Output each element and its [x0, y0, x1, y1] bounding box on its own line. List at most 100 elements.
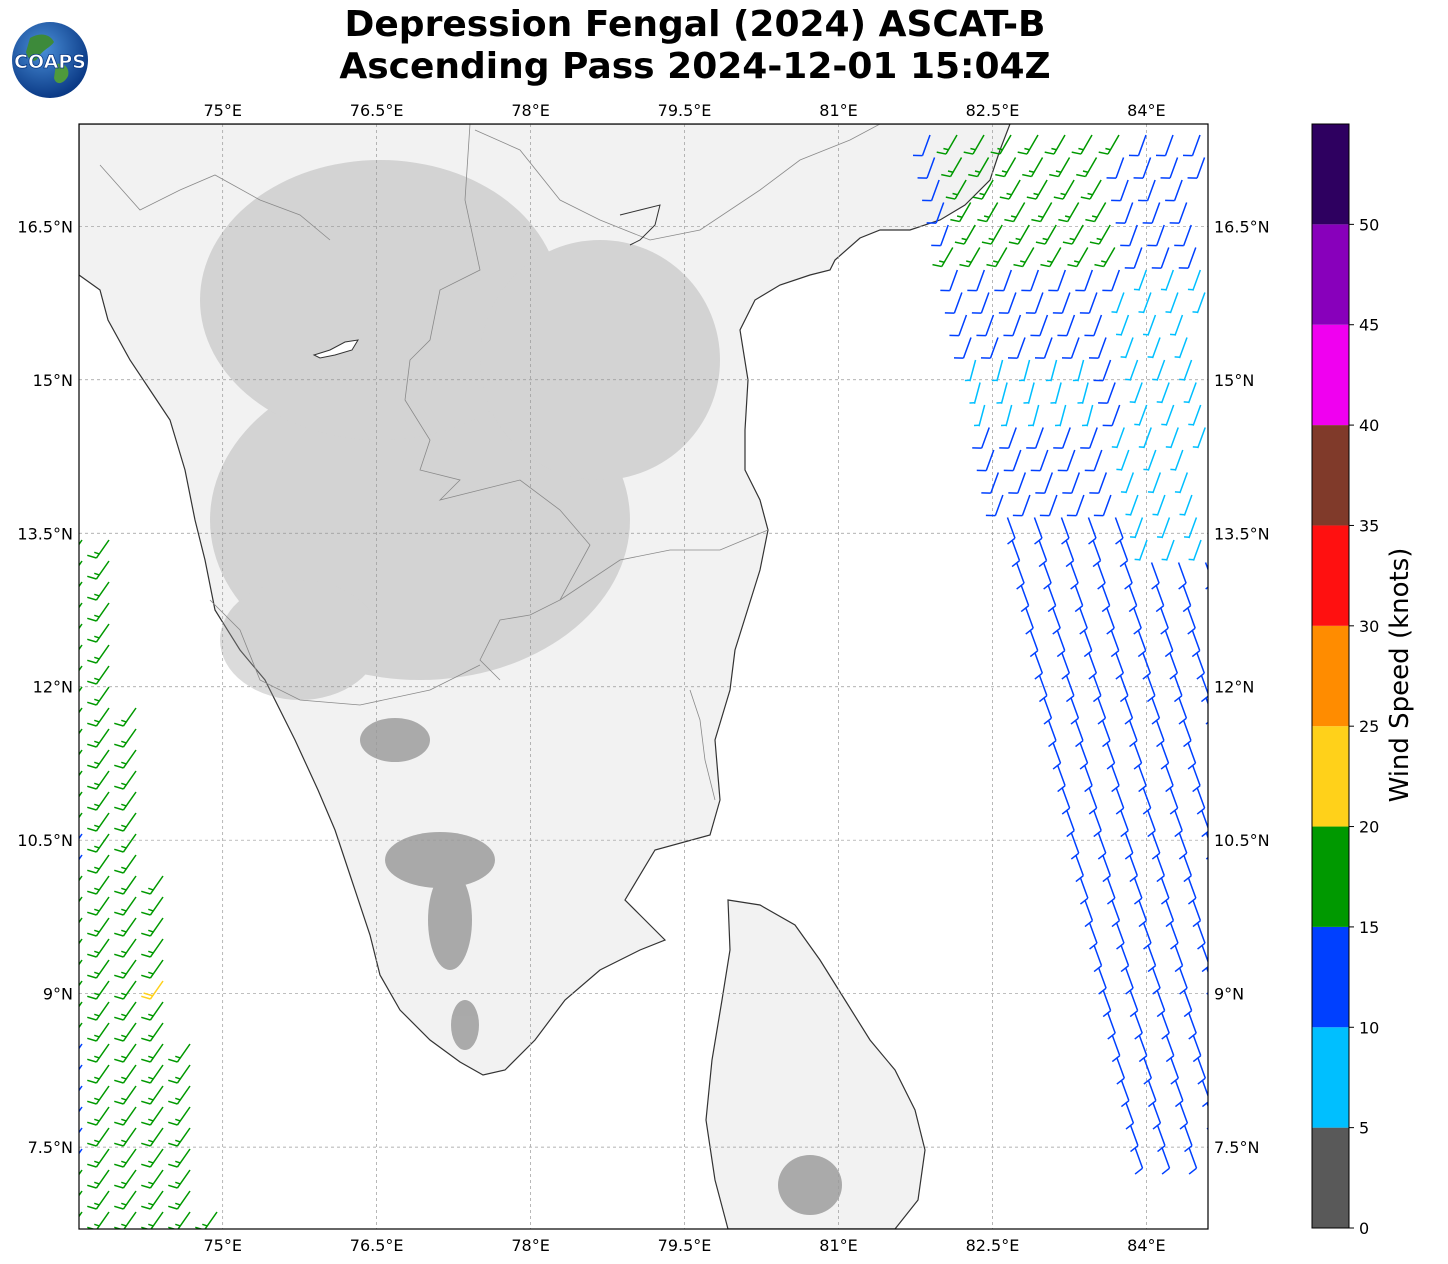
west-barb-77 [79, 1064, 83, 1071]
east-barb-155 [1066, 494, 1085, 517]
east-barb-235 [1133, 742, 1143, 770]
west-barb-73 [87, 1043, 110, 1063]
east-barb-199 [1056, 629, 1066, 658]
east-barb-99 [1174, 337, 1188, 359]
east-barb-123 [1102, 404, 1121, 427]
east-barb-5 [1044, 134, 1066, 155]
east-barb-109 [969, 382, 981, 404]
west-barb-44 [79, 896, 83, 903]
east-barb-280 [1169, 922, 1179, 950]
east-barb-26 [1026, 179, 1048, 200]
east-barb-234 [1106, 742, 1116, 770]
east-barb-133 [1138, 427, 1152, 449]
east-barb-95 [1061, 337, 1080, 359]
east-barb-302 [1165, 1034, 1175, 1063]
east-barb-268 [1106, 877, 1116, 905]
east-barb-248 [1169, 787, 1179, 815]
lon-tick-labels-top: 75°E 76.5°E 78°E 79.5°E 81°E 82.5°E 84°E [203, 101, 1165, 120]
west-barb-105 [141, 1169, 164, 1189]
east-barb-305 [1143, 1057, 1153, 1085]
east-barb-110 [996, 382, 1008, 404]
east-barb-14 [995, 157, 1017, 178]
east-barb-93 [1007, 337, 1026, 359]
east-barb-132 [1111, 427, 1125, 449]
east-barb-281 [1196, 922, 1206, 950]
east-barb-244 [1061, 787, 1071, 815]
east-barb-49 [1120, 224, 1138, 247]
east-barb-286 [1201, 944, 1208, 973]
west-barb-78 [87, 1064, 110, 1084]
east-barb-180 [1123, 562, 1133, 590]
west-barb-34 [79, 833, 83, 840]
east-barb-187 [1101, 584, 1111, 613]
lat-tick-left-5: 9°N [43, 985, 73, 1004]
west-barb-0 [79, 539, 83, 546]
west-barb-46 [114, 896, 137, 916]
colorbar-bin-8 [1312, 324, 1349, 426]
west-barb-91 [168, 1106, 191, 1126]
east-barb-66 [1048, 269, 1067, 292]
east-barb-208 [1115, 652, 1125, 680]
east-barb-144 [981, 472, 1000, 494]
west-barb-97 [79, 1148, 83, 1155]
east-barb-70 [1160, 269, 1175, 291]
east-barb-1 [936, 134, 958, 155]
colorbar-bin-7 [1312, 425, 1349, 526]
east-barb-137 [1003, 449, 1022, 472]
east-barb-111 [1023, 382, 1035, 404]
east-barb-37 [1058, 202, 1080, 223]
east-barb-276 [1192, 899, 1202, 928]
west-barb-93 [87, 1127, 110, 1147]
east-barb-102 [1018, 359, 1031, 382]
east-barb-313 [1152, 1102, 1162, 1130]
east-barb-188 [1128, 584, 1138, 613]
west-barb-32 [87, 812, 110, 832]
colorbar-tick-9: 45 [1359, 316, 1379, 335]
west-barb-56 [79, 959, 83, 966]
east-barb-78 [1111, 292, 1125, 314]
east-barb-166 [1157, 517, 1171, 539]
east-barb-245 [1088, 787, 1098, 815]
east-barb-307 [1197, 1057, 1207, 1085]
east-barb-174 [1161, 539, 1175, 561]
lat-tick-left-4: 10.5°N [17, 831, 73, 850]
west-barb-13 [87, 665, 110, 685]
west-barb-88 [87, 1106, 110, 1126]
east-barb-224 [1178, 697, 1188, 725]
colorbar-bin-9 [1312, 224, 1349, 325]
colorbar-tick-2: 10 [1359, 1018, 1379, 1037]
east-barb-47 [1062, 224, 1084, 245]
east-barb-290 [1178, 967, 1188, 995]
west-barb-81 [168, 1064, 191, 1084]
east-barb-193 [1078, 607, 1088, 635]
east-barb-75 [1025, 292, 1044, 314]
globe-logo-icon: COAPS [12, 22, 88, 98]
east-barb-242 [1164, 764, 1174, 793]
west-barb-79 [114, 1064, 137, 1084]
east-barb-76 [1052, 292, 1071, 314]
east-barb-23 [945, 179, 967, 200]
lat-tick-right-6: 7.5°N [1214, 1138, 1259, 1157]
colorbar-bin-3 [1312, 826, 1349, 927]
west-barb-12 [79, 665, 83, 672]
lat-tick-labels-right: 16.5°N 15°N 13.5°N 12°N 10.5°N 9°N 7.5°N [1214, 217, 1270, 1157]
colorbar-frame [1311, 123, 1350, 1229]
lon-tick-bottom-0: 75°E [203, 1236, 241, 1255]
east-barb-51 [1174, 224, 1192, 247]
east-barb-58 [1094, 247, 1116, 268]
east-barb-77 [1079, 292, 1098, 314]
east-barb-243 [1191, 764, 1201, 793]
title-line-2: Ascending Pass 2024-12-01 15:04Z [339, 46, 1051, 87]
west-barb-25 [79, 770, 83, 777]
east-barb-71 [1187, 269, 1202, 291]
west-barb-94 [114, 1127, 137, 1147]
west-barb-31 [79, 812, 83, 819]
east-barb-100 [964, 359, 977, 382]
east-barb-260 [1178, 832, 1188, 860]
colorbar-tick-4: 20 [1359, 818, 1379, 837]
east-barb-22 [922, 179, 940, 202]
colorbar-label: Wind Speed (knots) [1385, 547, 1415, 803]
west-barb-104 [114, 1169, 137, 1189]
west-barb-112 [79, 1211, 83, 1218]
east-barb-203 [1164, 629, 1174, 658]
